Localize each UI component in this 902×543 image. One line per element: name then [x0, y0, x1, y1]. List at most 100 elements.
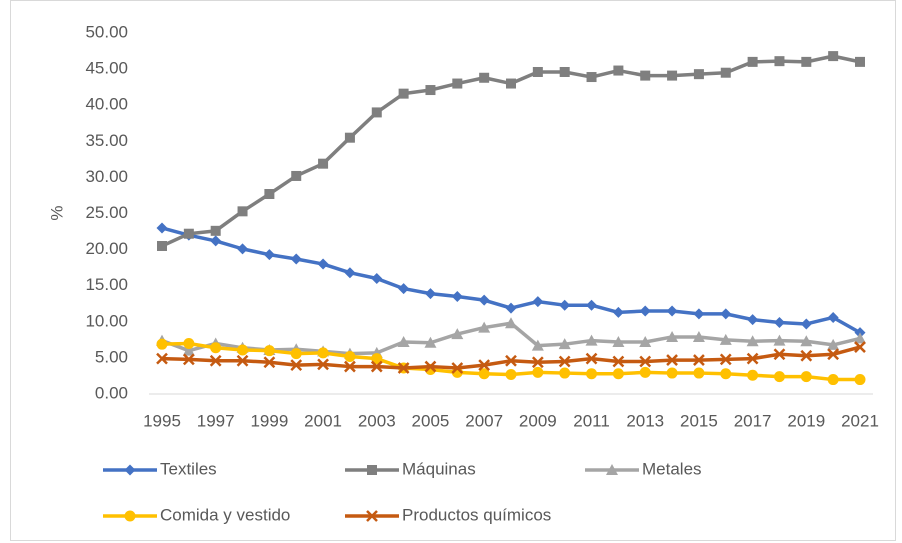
legend-label: Textiles — [160, 459, 217, 478]
data-point — [505, 354, 517, 367]
data-point — [586, 72, 597, 83]
data-point — [531, 356, 544, 369]
data-point — [639, 305, 651, 317]
data-point — [827, 338, 840, 350]
y-axis-title: % — [47, 205, 66, 220]
y-tick-label: 40.00 — [85, 95, 128, 114]
data-point — [800, 335, 813, 347]
data-point — [505, 317, 517, 329]
data-point — [398, 88, 409, 99]
data-point — [317, 358, 329, 371]
data-point — [666, 305, 678, 317]
y-tick-label: 50.00 — [85, 22, 128, 41]
data-point — [263, 249, 275, 261]
data-point — [693, 367, 705, 379]
data-point — [585, 352, 598, 365]
legend-label: Comida y vestido — [160, 505, 290, 524]
data-point — [558, 355, 571, 368]
legend-marker — [366, 510, 378, 522]
data-point — [344, 132, 355, 143]
data-point — [156, 222, 168, 234]
data-point — [719, 333, 732, 345]
data-point — [612, 368, 624, 380]
data-point — [478, 321, 491, 333]
data-point — [747, 314, 759, 326]
legend-marker — [124, 464, 136, 476]
data-point — [452, 78, 463, 89]
data-point — [612, 336, 625, 348]
data-point — [183, 228, 194, 239]
data-point — [290, 348, 302, 360]
y-tick-label: 20.00 — [85, 239, 128, 258]
data-point — [290, 359, 303, 372]
data-point — [827, 374, 839, 386]
x-tick-label: 2007 — [465, 411, 503, 430]
data-point — [854, 341, 866, 353]
x-tick-label: 2005 — [412, 411, 450, 430]
data-point — [318, 158, 329, 169]
data-point — [666, 367, 678, 379]
data-point — [774, 56, 785, 67]
y-tick-label: 0.00 — [95, 383, 128, 402]
data-point — [800, 318, 812, 330]
data-point — [586, 299, 598, 311]
data-point — [264, 189, 275, 200]
data-point — [478, 359, 491, 372]
data-point — [478, 368, 490, 380]
data-point — [237, 243, 249, 255]
x-tick-label: 2021 — [841, 411, 879, 430]
data-point — [291, 170, 302, 181]
data-point — [532, 366, 544, 378]
data-point — [747, 369, 759, 381]
data-point — [801, 56, 812, 67]
data-point — [613, 65, 624, 76]
x-tick-label: 2015 — [680, 411, 718, 430]
data-point — [693, 69, 704, 80]
data-point — [827, 348, 840, 361]
data-point — [344, 350, 356, 362]
data-point — [236, 354, 249, 367]
data-point — [585, 334, 598, 346]
data-point — [773, 371, 785, 383]
data-point — [183, 337, 195, 349]
y-tick-label: 35.00 — [85, 131, 128, 150]
data-point — [209, 354, 222, 367]
data-point — [290, 253, 302, 265]
x-tick-label: 1997 — [197, 411, 235, 430]
data-point — [640, 70, 651, 81]
data-point — [317, 258, 329, 270]
data-point — [532, 66, 543, 77]
data-point — [317, 347, 329, 359]
data-point — [800, 371, 812, 383]
data-point — [156, 352, 168, 365]
data-point — [451, 328, 464, 340]
legend-marker — [124, 510, 136, 522]
data-point — [639, 355, 652, 368]
x-tick-label: 2009 — [519, 411, 557, 430]
data-point — [855, 56, 865, 67]
data-point — [397, 362, 410, 374]
data-point — [612, 306, 624, 318]
data-point — [479, 72, 490, 83]
data-point — [506, 78, 516, 89]
data-point — [371, 353, 383, 365]
data-point — [719, 353, 732, 366]
data-point — [559, 66, 570, 77]
legend-label: Productos químicos — [402, 505, 551, 524]
data-point — [397, 336, 410, 348]
data-point — [531, 339, 544, 351]
y-tick-label: 10.00 — [85, 311, 128, 330]
data-point — [156, 338, 168, 350]
data-point — [746, 352, 759, 365]
data-point — [344, 267, 356, 279]
data-point — [210, 225, 221, 236]
x-tick-label: 2003 — [358, 411, 396, 430]
legend-label: Metales — [642, 459, 702, 478]
data-point — [237, 344, 249, 356]
data-point — [505, 369, 517, 381]
data-point — [773, 348, 786, 361]
x-tick-label: 1999 — [250, 411, 288, 430]
legend-marker — [367, 465, 377, 475]
data-point — [371, 107, 382, 118]
data-point — [210, 235, 222, 247]
